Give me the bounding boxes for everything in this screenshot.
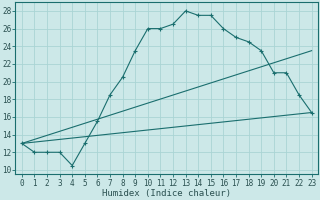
X-axis label: Humidex (Indice chaleur): Humidex (Indice chaleur) xyxy=(102,189,231,198)
